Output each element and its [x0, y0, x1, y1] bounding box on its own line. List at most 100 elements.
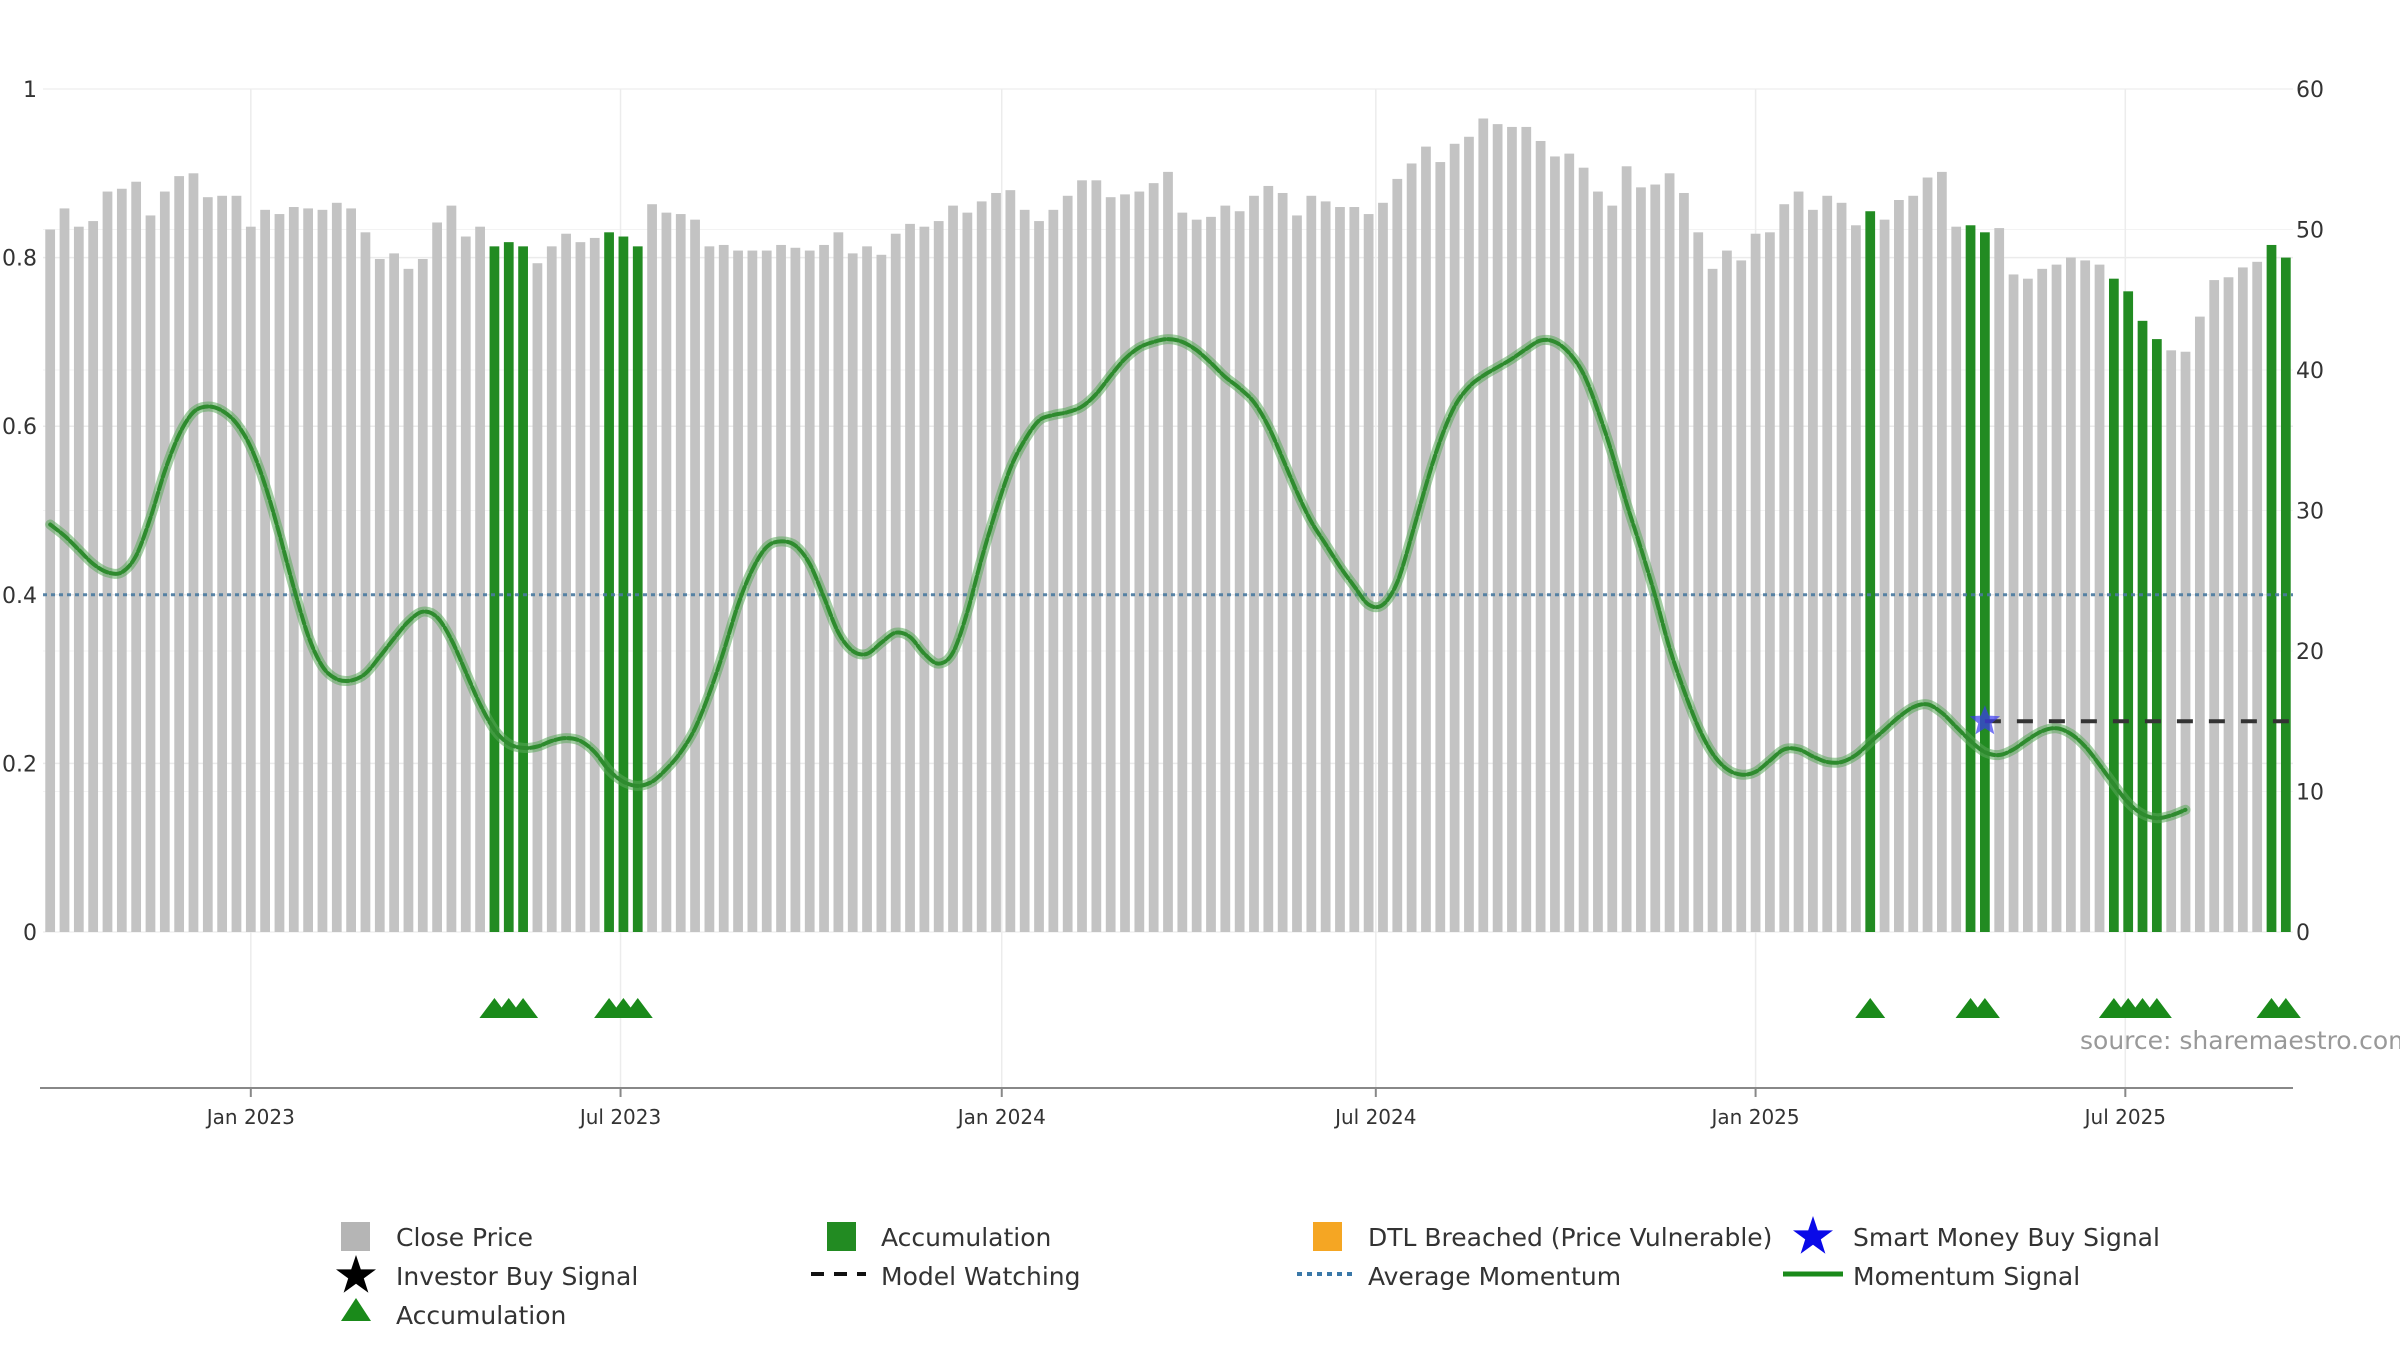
- accumulation-triangle: [1855, 998, 1886, 1018]
- accumulation-triangle: [2141, 998, 2172, 1018]
- close-price-bar: [1062, 195, 1073, 932]
- close-price-bar: [833, 232, 844, 932]
- close-price-bar: [1234, 211, 1245, 933]
- close-price-bar: [1464, 136, 1474, 932]
- close-price-bar: [532, 263, 543, 933]
- legend-accumulation: Accumulation: [881, 1223, 1051, 1252]
- close-price-bar: [475, 226, 485, 932]
- close-price-bar: [446, 205, 457, 933]
- legend-average-momentum: Average Momentum: [1368, 1262, 1621, 1291]
- close-price-bar: [2180, 351, 2191, 932]
- close-price-bar: [1034, 221, 1044, 932]
- close-price-bar: [1134, 191, 1145, 932]
- accumulation-bar: [604, 232, 614, 932]
- triangles-layer: [479, 998, 2301, 1018]
- close-price-bar: [317, 209, 328, 932]
- close-price-bar: [460, 236, 471, 932]
- close-price-bar: [1607, 205, 1618, 933]
- close-price-bar: [1478, 118, 1489, 932]
- close-price-bar: [1435, 162, 1446, 932]
- close-price-bar: [2223, 277, 2234, 932]
- close-price-bar: [1421, 146, 1431, 933]
- close-price-bar: [260, 209, 271, 932]
- close-price-bar: [2023, 278, 2033, 932]
- close-price-bar: [102, 191, 113, 932]
- close-price-bar: [1894, 199, 1904, 932]
- accumulation-triangle: [1969, 998, 2000, 1018]
- close-price-bar: [1535, 140, 1546, 933]
- x-tick-label: Jul 2025: [2083, 1105, 2166, 1129]
- accumulation-bar: [618, 236, 629, 932]
- close-price-bar: [776, 244, 786, 932]
- close-price-bar: [1005, 190, 1016, 932]
- close-price-bar: [432, 222, 442, 933]
- close-price-bar: [1765, 232, 1775, 932]
- close-price-bar: [1664, 173, 1675, 933]
- close-price-bar: [2037, 268, 2048, 933]
- close-price-bar: [690, 219, 700, 933]
- right-y-tick-label: 10: [2296, 781, 2324, 806]
- legend-close-price: Close Price: [396, 1223, 533, 1252]
- left-y-tick-label: 0: [23, 921, 37, 946]
- close-price-bar: [1249, 195, 1259, 932]
- accumulation-bar: [2151, 339, 2162, 933]
- close-price-bar: [2237, 267, 2248, 932]
- close-price-bar: [1578, 167, 1589, 932]
- left-y-tick-label: 1: [23, 78, 37, 103]
- close-price-bar: [159, 191, 170, 932]
- accumulation-triangle: [2270, 998, 2301, 1018]
- close-price-bar: [704, 246, 715, 933]
- close-price-bar: [2094, 264, 2105, 932]
- close-price-bar: [1206, 216, 1216, 933]
- close-price-bar: [1105, 197, 1116, 932]
- x-tick-label: Jul 2024: [1333, 1105, 1416, 1129]
- close-price-bar: [991, 192, 1001, 933]
- close-price-bar: [1263, 185, 1274, 932]
- close-price-bar: [1521, 126, 1532, 932]
- close-price-bar: [346, 208, 356, 933]
- close-price-bar: [1163, 171, 1173, 932]
- close-price-bar: [647, 204, 657, 932]
- legend-model-watching: Model Watching: [881, 1262, 1081, 1291]
- close-price-bar: [933, 221, 944, 932]
- close-price-bar: [561, 233, 571, 933]
- legend-smart-money: Smart Money Buy Signal: [1853, 1223, 2160, 1252]
- close-price-bar: [1650, 184, 1661, 933]
- accumulation-bar: [518, 246, 528, 933]
- close-price-bar: [790, 247, 801, 932]
- accumulation-bar: [2108, 278, 2119, 932]
- legend-dtl-breached: DTL Breached (Price Vulnerable): [1368, 1223, 1772, 1252]
- legend: Close Price Accumulation DTL Breached (P…: [336, 1216, 2160, 1330]
- close-price-bar: [45, 229, 56, 932]
- accumulation-triangle: [508, 998, 539, 1018]
- accumulation-bar: [1980, 232, 1990, 932]
- right-y-tick-label: 40: [2296, 359, 2324, 384]
- close-price-bar: [217, 195, 228, 932]
- close-price-bar: [2051, 264, 2062, 932]
- close-price-bar: [174, 176, 185, 933]
- right-y-tick-label: 20: [2296, 640, 2324, 665]
- close-price-bar: [1750, 233, 1761, 933]
- x-tick-label: Jul 2023: [578, 1105, 661, 1129]
- close-price-bar: [389, 253, 399, 932]
- close-price-bar: [1277, 192, 1288, 933]
- close-price-bar: [1707, 268, 1718, 933]
- left-y-tick-label: 0.6: [2, 415, 37, 440]
- close-price-bar: [2209, 280, 2220, 933]
- close-price-bar: [1378, 202, 1388, 932]
- accumulation-bar: [2123, 291, 2134, 932]
- close-price-bar: [1908, 195, 1919, 932]
- x-tick-label: Jan 2024: [956, 1105, 1046, 1129]
- close-price-bar: [1392, 178, 1403, 933]
- close-price-bar: [1148, 183, 1159, 932]
- axes-layer: Jan 2023 Jul 2023 Jan 2024 Jul 2024 Jan 2025…: [2, 78, 2324, 1129]
- close-price-bar: [905, 223, 915, 932]
- green-square-icon: [827, 1222, 856, 1251]
- close-price-bar: [876, 254, 887, 933]
- close-price-bar: [1722, 250, 1732, 932]
- close-price-bar: [1951, 226, 1962, 932]
- close-price-bar: [1937, 171, 1947, 932]
- right-y-tick-label: 0: [2296, 921, 2310, 946]
- close-price-bar: [1808, 209, 1818, 932]
